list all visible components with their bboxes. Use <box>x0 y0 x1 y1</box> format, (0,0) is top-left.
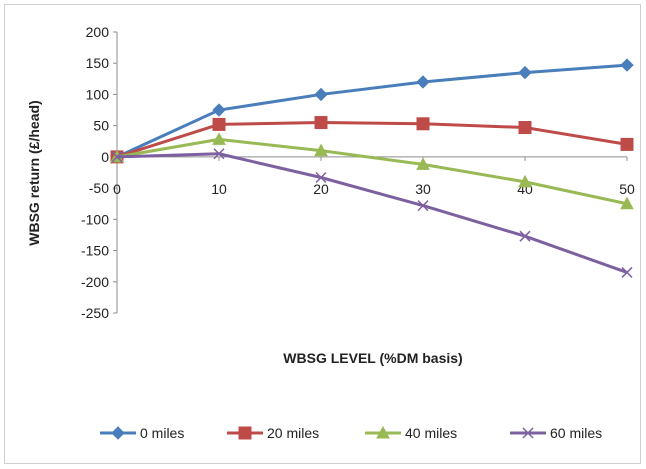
legend-marker-2 <box>376 425 390 439</box>
y-tick-label: 150 <box>86 55 110 71</box>
series-0-point <box>620 58 634 72</box>
x-tick-label: 20 <box>313 181 329 197</box>
series-0-point <box>212 103 226 117</box>
y-axis-title: WBSG return (£/head) <box>26 100 42 245</box>
legend-marker-0 <box>111 426 125 440</box>
series-3-point-stroke <box>519 230 531 242</box>
chart-frame: WBSG return (£/head) WBSG LEVEL (%DM bas… <box>4 4 641 464</box>
x-tick-label: 30 <box>415 181 431 197</box>
series-2-point <box>212 132 226 145</box>
series-3-point-stroke <box>315 171 327 184</box>
legend-marker-3-stroke <box>522 427 534 439</box>
legend-label-2: 40 miles <box>405 425 457 441</box>
series-1-point <box>212 117 226 131</box>
series-0-point <box>416 75 430 89</box>
series-line-1 <box>116 121 628 159</box>
series-2-point <box>314 143 328 157</box>
legend-marker-1 <box>238 426 252 440</box>
y-tick-label: -150 <box>81 243 109 259</box>
series-1-point <box>518 121 532 135</box>
legend-label-1: 20 miles <box>267 425 319 441</box>
series-line-2 <box>116 137 628 206</box>
series-0-point <box>518 65 532 80</box>
series-3-point <box>213 148 225 160</box>
x-axis-title: WBSG LEVEL (%DM basis) <box>283 350 462 366</box>
series-3-point <box>519 230 531 242</box>
series-2-point <box>416 157 430 170</box>
y-tick-label: 50 <box>93 118 109 134</box>
series-1-point <box>620 137 634 151</box>
series-2-point <box>620 196 634 210</box>
series-2-point <box>518 174 532 188</box>
series-3-point <box>111 151 123 163</box>
series-1-point <box>314 116 328 130</box>
y-tick-label: 100 <box>86 86 110 102</box>
series-3-point-stroke <box>417 200 429 212</box>
series-line-3 <box>116 152 628 274</box>
series-3-point-stroke <box>621 266 633 278</box>
series-3-point <box>417 200 429 212</box>
series-3-point <box>621 266 633 278</box>
series-3-point <box>315 171 327 184</box>
series-3-point-stroke <box>213 148 225 160</box>
line-chart: WBSG return (£/head) WBSG LEVEL (%DM bas… <box>26 24 635 441</box>
y-tick-label: -50 <box>89 180 109 196</box>
y-tick-label: 200 <box>86 24 110 40</box>
series-line-0 <box>116 63 628 159</box>
y-tick-label: -250 <box>81 305 109 321</box>
y-tick-label: -100 <box>81 211 109 227</box>
legend-label-3: 60 miles <box>550 425 602 441</box>
legend: 0 miles 20 miles 40 miles 60 miles <box>100 425 602 441</box>
x-tick-label: 50 <box>619 181 635 197</box>
y-tick-label: 0 <box>101 149 109 165</box>
x-tick-label: 10 <box>211 181 227 197</box>
series-1-point <box>416 117 430 131</box>
legend-marker-3 <box>522 427 534 439</box>
x-tick-label: 0 <box>113 181 121 197</box>
y-tick-label: -200 <box>81 274 109 290</box>
legend-label-0: 0 miles <box>140 425 184 441</box>
series-3-point-stroke <box>111 151 123 163</box>
series-0-point <box>314 87 328 102</box>
